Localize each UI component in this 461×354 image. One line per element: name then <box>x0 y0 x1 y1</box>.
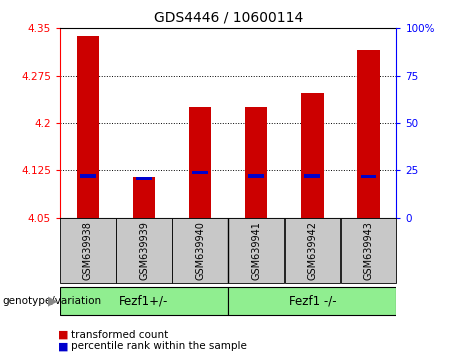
FancyBboxPatch shape <box>60 287 228 315</box>
FancyBboxPatch shape <box>284 218 340 283</box>
Bar <box>77 36 99 218</box>
Bar <box>248 175 264 178</box>
Text: transformed count: transformed count <box>71 330 169 339</box>
Text: GSM639938: GSM639938 <box>83 221 93 280</box>
FancyBboxPatch shape <box>172 218 228 283</box>
Text: GSM639940: GSM639940 <box>195 221 205 280</box>
Text: ▶: ▶ <box>48 295 58 307</box>
Bar <box>192 171 208 174</box>
FancyBboxPatch shape <box>341 218 396 283</box>
Title: GDS4446 / 10600114: GDS4446 / 10600114 <box>154 10 303 24</box>
Text: ■: ■ <box>58 341 68 351</box>
Bar <box>357 50 379 218</box>
Text: GSM639942: GSM639942 <box>307 221 317 280</box>
Bar <box>80 175 96 178</box>
Bar <box>136 177 152 180</box>
Bar <box>361 175 376 178</box>
Bar <box>133 177 155 218</box>
Text: ■: ■ <box>58 330 68 339</box>
FancyBboxPatch shape <box>116 218 172 283</box>
FancyBboxPatch shape <box>60 218 116 283</box>
Bar <box>245 107 267 218</box>
FancyBboxPatch shape <box>229 287 396 315</box>
Text: percentile rank within the sample: percentile rank within the sample <box>71 341 248 351</box>
Text: GSM639939: GSM639939 <box>139 221 149 280</box>
Bar <box>301 93 324 218</box>
Text: GSM639941: GSM639941 <box>251 221 261 280</box>
Bar <box>304 175 320 178</box>
Bar <box>189 107 211 218</box>
Text: GSM639943: GSM639943 <box>363 221 373 280</box>
Text: Fezf1+/-: Fezf1+/- <box>119 295 169 307</box>
FancyBboxPatch shape <box>229 218 284 283</box>
Text: genotype/variation: genotype/variation <box>2 296 101 306</box>
Text: Fezf1 -/-: Fezf1 -/- <box>289 295 336 307</box>
